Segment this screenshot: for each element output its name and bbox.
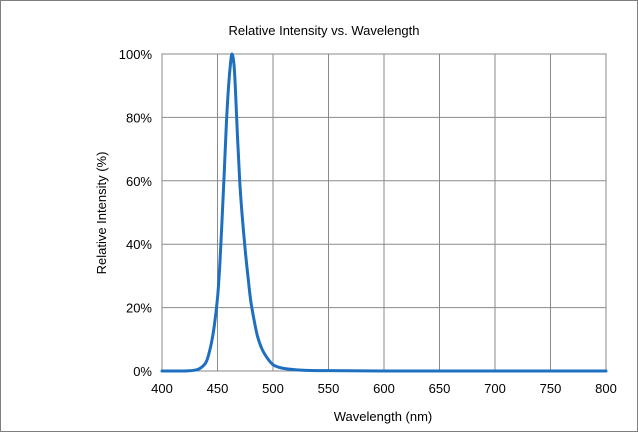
x-tick-label: 800 — [595, 381, 617, 396]
chart-title: Relative Intensity vs. Wavelength — [229, 23, 420, 38]
x-tick-label: 400 — [151, 381, 173, 396]
x-tick-label: 450 — [207, 381, 229, 396]
x-tick-labels: 400 450 500 550 600 650 700 750 800 — [151, 381, 617, 396]
y-tick-label: 40% — [126, 237, 152, 252]
intensity-curve — [160, 52, 608, 373]
x-tick-label: 550 — [318, 381, 340, 396]
x-tick-label: 700 — [484, 381, 506, 396]
y-axis-title: Relative Intensity (%) — [94, 152, 109, 275]
x-tick-label: 600 — [373, 381, 395, 396]
y-tick-label: 60% — [126, 174, 152, 189]
y-tick-label: 20% — [126, 301, 152, 316]
x-tick-label: 500 — [262, 381, 284, 396]
y-tick-label: 100% — [119, 47, 153, 62]
y-tick-label: 80% — [126, 110, 152, 125]
x-tick-label: 650 — [429, 381, 451, 396]
x-gridlines — [161, 54, 607, 371]
y-tick-label: 0% — [133, 364, 152, 379]
y-tick-labels: 0% 20% 40% 60% 80% 100% — [119, 47, 153, 379]
x-tick-label: 750 — [540, 381, 562, 396]
x-axis-title: Wavelength (nm) — [334, 409, 433, 424]
